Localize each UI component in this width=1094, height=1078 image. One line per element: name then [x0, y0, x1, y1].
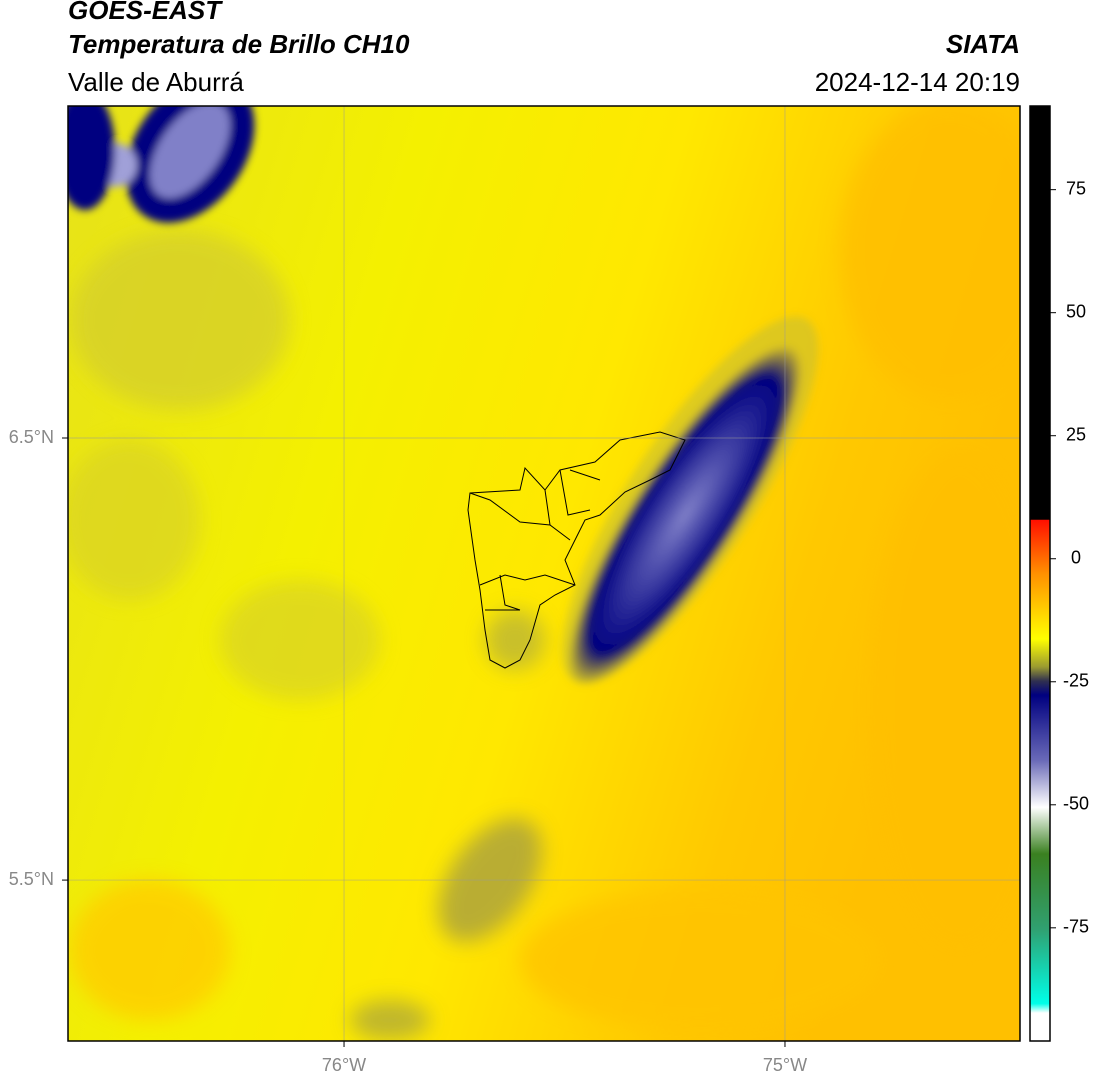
x-tick-label: 75°W — [763, 1055, 807, 1075]
y-tick-label: 6.5°N — [9, 427, 54, 447]
colorbar-tick-label: -25 — [1063, 671, 1089, 691]
subtitle: Valle de Aburrá — [68, 67, 244, 97]
datetime: 2024-12-14 20:19 — [815, 67, 1020, 97]
colorbar-tick-label: -75 — [1063, 917, 1089, 937]
colorbar-tick-label: 75 — [1066, 178, 1086, 198]
colorbar — [1029, 105, 1051, 1042]
geo-grid: 76°W 75°W 6.5°N 5.5°N — [9, 106, 1020, 1075]
y-tick-label: 5.5°N — [9, 869, 54, 889]
colorbar-tick-label: 0 — [1071, 547, 1081, 567]
colorbar-tick-label: 25 — [1066, 424, 1086, 444]
colorbar-tick-label: -50 — [1063, 794, 1089, 814]
map-frame — [67, 105, 1021, 1042]
colorbar-tick-label: 50 — [1066, 301, 1086, 321]
title-line1: GOES-EAST — [68, 0, 223, 25]
map-field — [68, 106, 1020, 1041]
title-line2: Temperatura de Brillo CH10 — [68, 29, 410, 59]
x-tick-label: 76°W — [322, 1055, 366, 1075]
source: SIATA — [946, 29, 1020, 59]
